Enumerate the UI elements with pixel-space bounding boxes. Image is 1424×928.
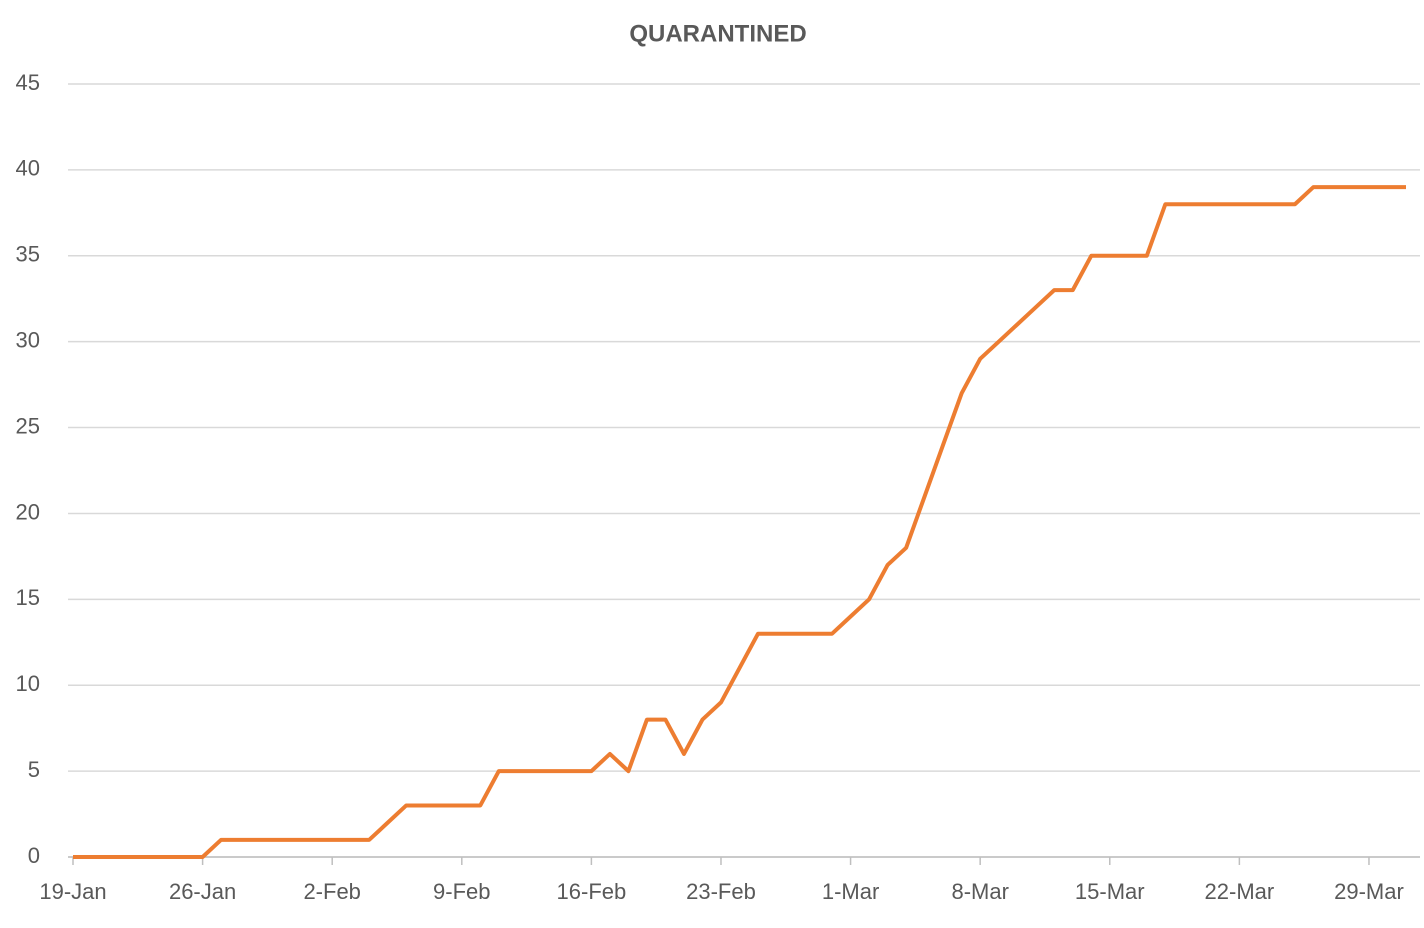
y-tick-label: 25 xyxy=(16,413,40,438)
x-tick-label: 1-Mar xyxy=(822,879,879,904)
y-tick-label: 20 xyxy=(16,499,40,524)
chart-title: QUARANTINED xyxy=(629,20,806,47)
data-line xyxy=(73,185,1406,859)
x-tick-label: 29-Mar xyxy=(1334,879,1404,904)
x-tick-label: 26-Jan xyxy=(169,879,236,904)
y-tick-label: 35 xyxy=(16,242,40,267)
x-tick-label: 22-Mar xyxy=(1205,879,1275,904)
x-tick-label: 16-Feb xyxy=(557,879,627,904)
y-tick-label: 10 xyxy=(16,671,40,696)
y-tick-label: 30 xyxy=(16,327,40,352)
x-tick-label: 8-Mar xyxy=(951,879,1008,904)
x-tick-label: 23-Feb xyxy=(686,879,756,904)
x-tick-label: 2-Feb xyxy=(303,879,360,904)
y-tick-label: 5 xyxy=(28,757,40,782)
x-tick-label: 15-Mar xyxy=(1075,879,1145,904)
y-tick-label: 0 xyxy=(28,843,40,868)
x-tick-label: 9-Feb xyxy=(433,879,490,904)
x-tick-label: 19-Jan xyxy=(39,879,106,904)
y-tick-label: 40 xyxy=(16,156,40,181)
y-tick-label: 15 xyxy=(16,585,40,610)
y-tick-label: 45 xyxy=(16,70,40,95)
